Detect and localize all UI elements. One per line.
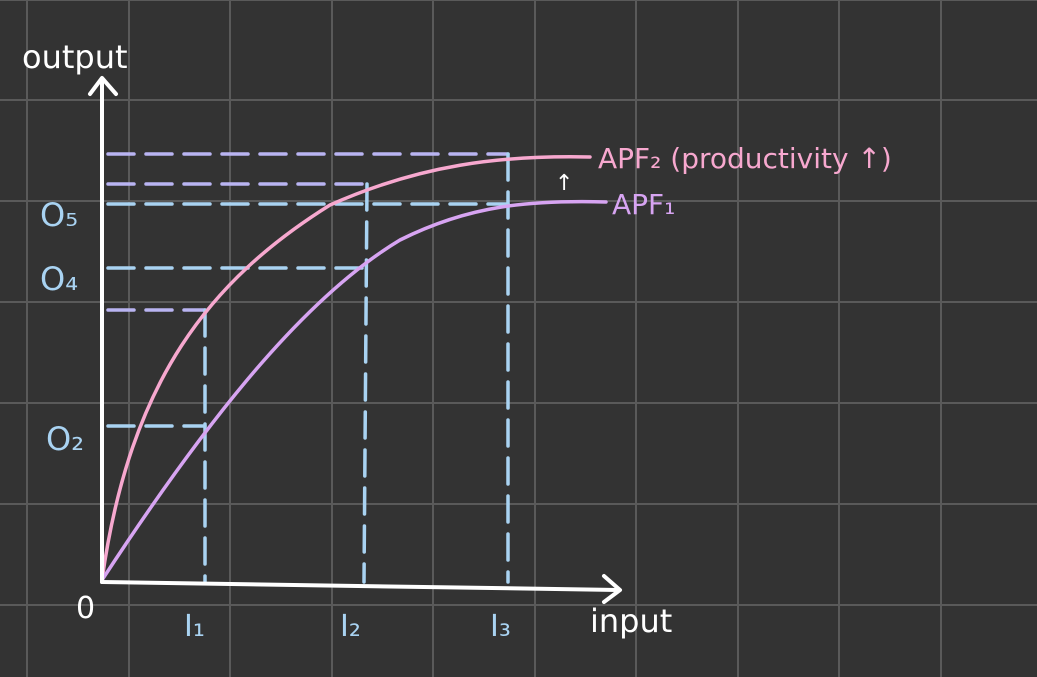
guide-lines <box>106 152 510 584</box>
x-axis-label: input <box>590 602 672 640</box>
axes <box>88 76 622 604</box>
tick-o2: O₂ <box>46 420 84 458</box>
tick-o5: O₅ <box>40 196 78 234</box>
tick-i3: I₃ <box>490 609 511 644</box>
tick-o4: O₄ <box>40 260 78 298</box>
tick-i1: I₁ <box>184 609 205 644</box>
shift-arrow-icon: ↑ <box>555 171 573 196</box>
apf1-label: APF₁ <box>612 188 675 221</box>
apf1-curve <box>100 199 608 582</box>
y-axis-arrowhead <box>88 76 118 96</box>
x-axis-arrowhead <box>602 574 622 604</box>
x-axis <box>100 580 620 592</box>
apf2-label: APF₂ (productivity ↑) <box>598 142 892 175</box>
guide-i2-vertical <box>362 182 369 584</box>
y-axis-label: output <box>22 38 128 76</box>
tick-i2: I₂ <box>340 609 361 644</box>
origin-label: 0 <box>76 591 95 626</box>
apf2-curve <box>100 155 592 582</box>
